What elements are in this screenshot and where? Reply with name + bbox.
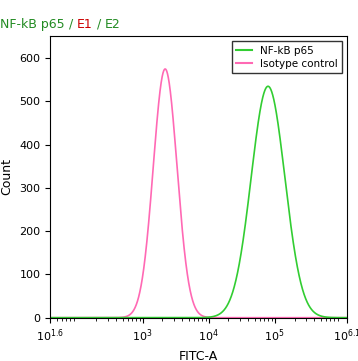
Text: NF-kB p65: NF-kB p65 (0, 18, 65, 31)
X-axis label: FITC-A: FITC-A (179, 349, 218, 361)
Text: E1: E1 (77, 18, 93, 31)
Legend: NF-kB p65, Isotype control: NF-kB p65, Isotype control (232, 41, 342, 73)
Text: /: / (65, 18, 77, 31)
Text: E2: E2 (105, 18, 121, 31)
Text: /: / (93, 18, 105, 31)
Y-axis label: Count: Count (1, 158, 14, 195)
